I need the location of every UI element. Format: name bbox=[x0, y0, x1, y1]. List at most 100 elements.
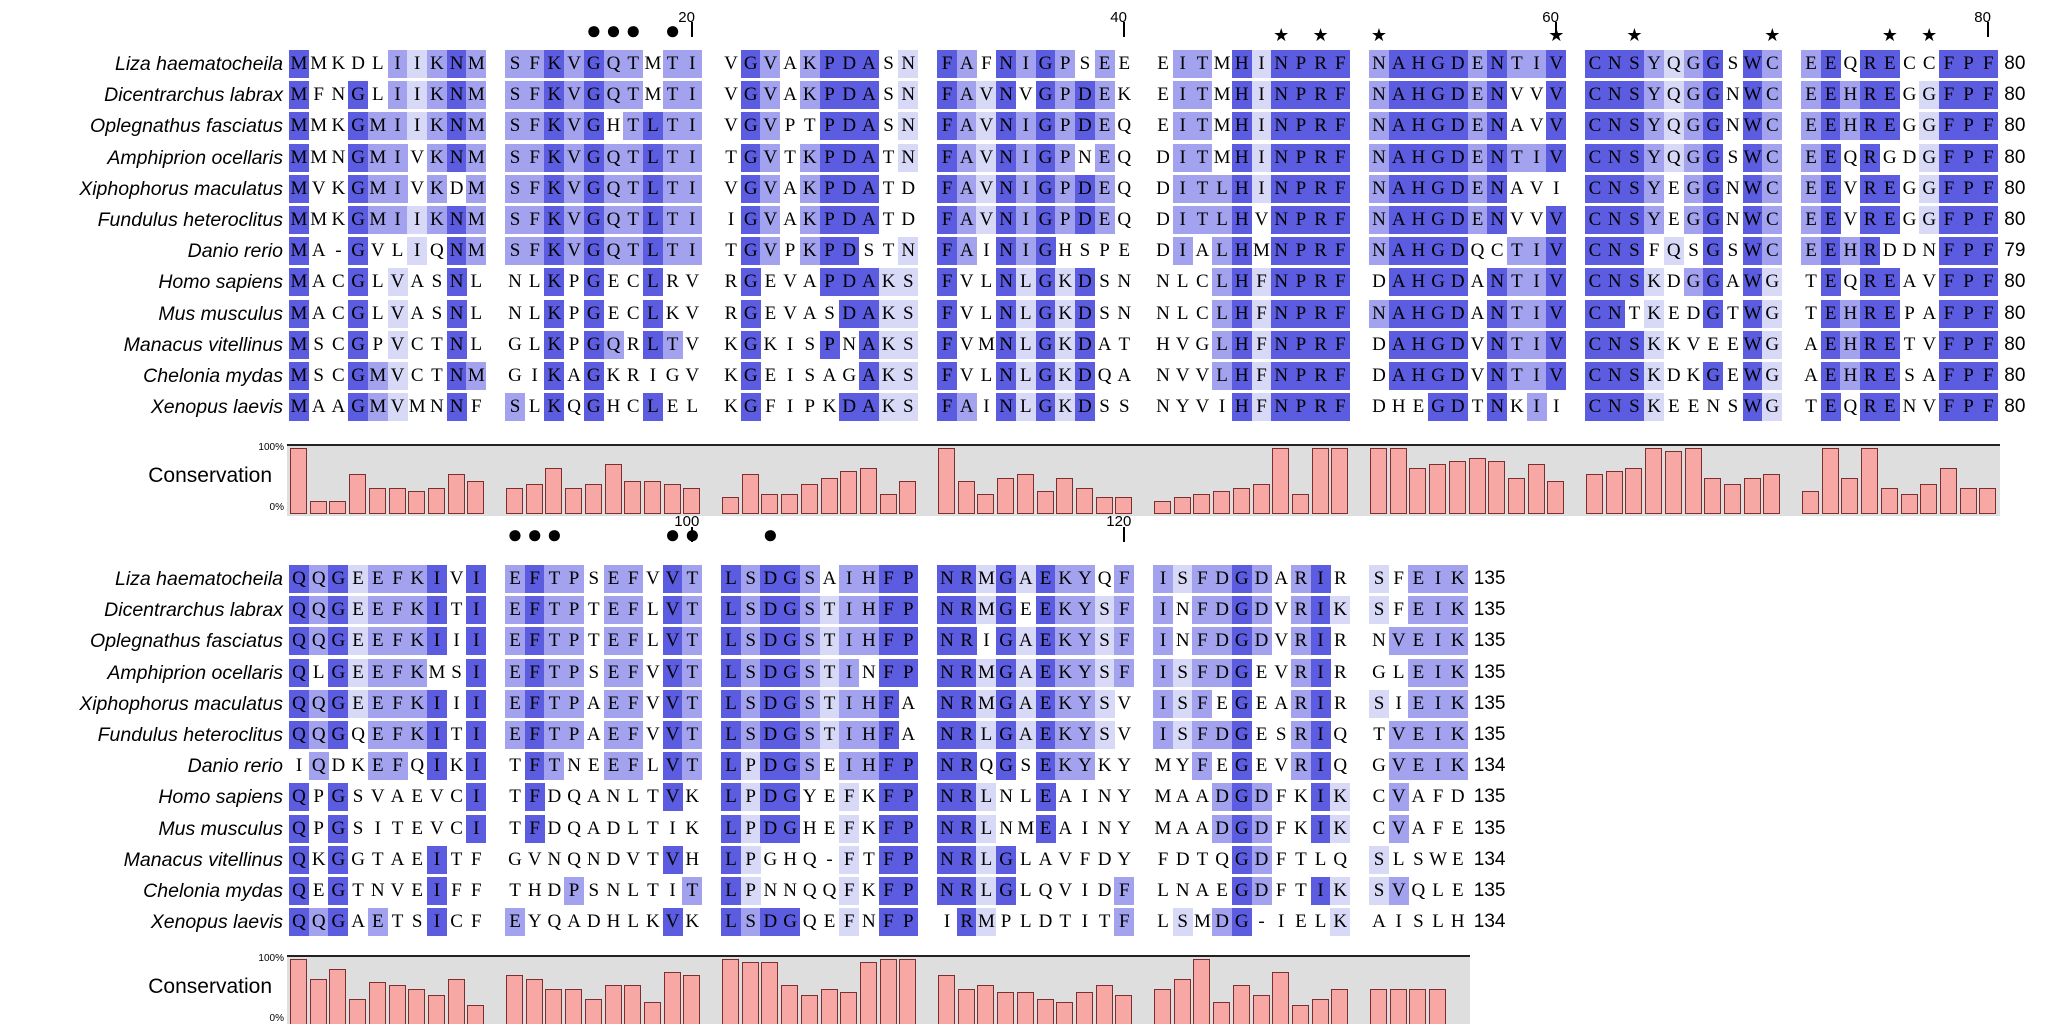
residue: N bbox=[862, 911, 876, 933]
residue: W bbox=[1742, 174, 1763, 203]
residue-count: 80 bbox=[2004, 146, 2026, 168]
residue: I bbox=[839, 658, 860, 687]
residue: F bbox=[1938, 81, 1959, 110]
residue: V bbox=[1117, 724, 1132, 745]
residue: I bbox=[426, 596, 447, 625]
residue: P bbox=[1055, 112, 1076, 141]
residue: D bbox=[1156, 177, 1170, 199]
residue: F bbox=[878, 752, 899, 781]
residue: P bbox=[898, 565, 919, 593]
residue: D bbox=[1666, 365, 1681, 386]
residue: Q bbox=[308, 596, 329, 625]
residue: C bbox=[626, 302, 640, 324]
residue: V bbox=[724, 53, 738, 74]
residue: S bbox=[804, 333, 816, 355]
residue: G bbox=[583, 362, 604, 390]
residue: S bbox=[1688, 240, 1699, 262]
residue: E bbox=[603, 658, 624, 687]
residue: A bbox=[1388, 299, 1409, 328]
residue: N bbox=[1156, 365, 1170, 386]
residue: I bbox=[1251, 174, 1272, 203]
conservation-bar bbox=[1900, 494, 1918, 514]
residue: G bbox=[1428, 50, 1449, 78]
residue: R bbox=[1860, 393, 1881, 422]
residue: T bbox=[682, 877, 703, 905]
circle-marker: ● bbox=[605, 16, 622, 45]
residue: H bbox=[606, 911, 621, 933]
residue: K bbox=[1644, 268, 1665, 297]
conservation-bar bbox=[722, 497, 739, 514]
residue: H bbox=[858, 565, 879, 593]
residue: L bbox=[642, 299, 663, 328]
residue: I bbox=[839, 721, 860, 749]
residue: F bbox=[937, 237, 957, 266]
residue: M bbox=[1017, 817, 1035, 839]
residue: C bbox=[1903, 53, 1916, 74]
residue: G bbox=[996, 596, 1017, 625]
residue: A bbox=[1388, 174, 1409, 203]
residue-count: 135 bbox=[1473, 630, 1506, 652]
position-tick bbox=[1123, 22, 1126, 37]
residue-count: 135 bbox=[1473, 692, 1506, 714]
residue: C bbox=[1762, 81, 1783, 110]
residue: F bbox=[937, 393, 957, 422]
residue: V bbox=[662, 783, 683, 812]
residue: K bbox=[311, 848, 326, 870]
residue: V bbox=[1546, 81, 1567, 110]
residue: N bbox=[1271, 362, 1292, 390]
residue: M bbox=[1193, 911, 1211, 933]
residue: R bbox=[1310, 143, 1331, 172]
residue: N bbox=[898, 81, 919, 110]
residue: G bbox=[1902, 209, 1917, 230]
residue: G bbox=[1919, 206, 1940, 234]
residue: D bbox=[901, 209, 916, 230]
residue: I bbox=[1428, 752, 1449, 781]
residue: M bbox=[644, 84, 662, 106]
residue: P bbox=[819, 143, 840, 172]
residue: K bbox=[1055, 721, 1076, 749]
residue: M bbox=[976, 596, 997, 625]
star-marker: ★ bbox=[1764, 25, 1781, 45]
residue: C bbox=[1585, 206, 1605, 234]
residue: F bbox=[1938, 268, 1959, 297]
residue: I bbox=[426, 845, 447, 874]
residue: F bbox=[1192, 752, 1213, 781]
residue: K bbox=[544, 330, 565, 359]
residue: V bbox=[1388, 627, 1409, 656]
residue: I bbox=[983, 630, 990, 652]
residue: E bbox=[607, 271, 620, 293]
residue: F bbox=[524, 81, 545, 110]
residue: E bbox=[411, 786, 423, 808]
residue: S bbox=[1094, 627, 1115, 656]
residue: E bbox=[1216, 755, 1228, 777]
residue: A bbox=[858, 50, 879, 78]
residue: N bbox=[1487, 393, 1508, 422]
residue: G bbox=[328, 783, 349, 812]
residue: I bbox=[786, 333, 794, 355]
residue: G bbox=[1231, 908, 1252, 937]
residue: Q bbox=[430, 240, 444, 262]
residue: R bbox=[1290, 596, 1311, 625]
residue: E bbox=[764, 271, 777, 293]
residue: V bbox=[662, 565, 683, 593]
residue: D bbox=[1902, 240, 1917, 262]
residue: Q bbox=[289, 814, 309, 843]
residue: M bbox=[466, 143, 487, 172]
residue: A bbox=[1015, 627, 1036, 656]
residue: T bbox=[1192, 206, 1213, 234]
residue: N bbox=[1604, 393, 1625, 422]
residue: F bbox=[1330, 330, 1351, 359]
residue: V bbox=[1546, 330, 1567, 359]
residue: T bbox=[544, 721, 565, 749]
residue: D bbox=[760, 658, 781, 687]
residue: D bbox=[1074, 112, 1095, 141]
residue: D bbox=[1447, 143, 1468, 172]
residue: T bbox=[647, 848, 659, 870]
residue: L bbox=[980, 365, 993, 386]
residue: T bbox=[725, 240, 737, 262]
residue: E bbox=[1467, 81, 1488, 110]
residue: G bbox=[1231, 877, 1252, 905]
conservation-bar bbox=[1193, 494, 1211, 514]
conservation-bar bbox=[1684, 448, 1702, 514]
residue: L bbox=[721, 752, 741, 781]
